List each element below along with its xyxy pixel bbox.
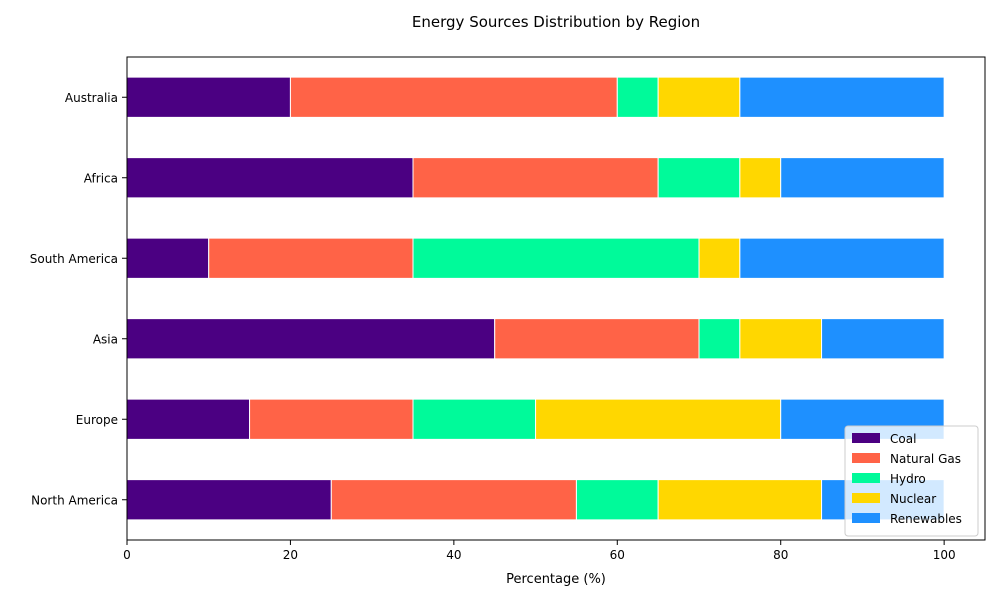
y-tick-label-north-america: North America xyxy=(31,493,118,507)
y-tick-label-europe: Europe xyxy=(76,413,118,427)
bar-australia-nuclear xyxy=(657,76,741,118)
legend: Coal Natural Gas Hydro Nuclear Renewables xyxy=(844,425,979,537)
bar-europe-coal xyxy=(126,398,251,440)
bar-africa-coal xyxy=(126,157,414,199)
y-axis: North America Europe Asia South America Afri… xyxy=(30,91,127,507)
bar-asia-coal xyxy=(126,318,496,360)
bar-south-america-coal xyxy=(126,237,210,279)
legend-swatch-hydro xyxy=(852,473,880,483)
bar-south-america-nuclear xyxy=(698,237,741,279)
bar-asia-hydro xyxy=(698,318,741,360)
bar-africa-natural-gas xyxy=(412,157,659,199)
bar-australia-coal xyxy=(126,76,291,118)
bars-layer xyxy=(126,76,945,521)
legend-label-renewables: Renewables xyxy=(890,512,962,526)
bar-asia-nuclear xyxy=(739,318,823,360)
bar-europe-nuclear xyxy=(535,398,782,440)
legend-label-natural-gas: Natural Gas xyxy=(890,452,961,466)
x-tick-label: 80 xyxy=(773,548,788,562)
legend-label-coal: Coal xyxy=(890,432,916,446)
plot-frame xyxy=(126,56,986,541)
legend-swatch-renewables xyxy=(852,513,880,523)
legend-swatch-coal xyxy=(852,433,880,443)
x-tick-label: 60 xyxy=(610,548,625,562)
bar-australia-hydro xyxy=(616,76,659,118)
bar-north-america-hydro xyxy=(575,479,659,521)
y-tick-label-africa: Africa xyxy=(84,171,118,185)
x-axis-label: Percentage (%) xyxy=(506,572,606,587)
x-axis: 0 20 40 60 80 100 xyxy=(123,540,956,562)
chart-title: Energy Sources Distribution by Region xyxy=(412,13,700,31)
bar-north-america-nuclear xyxy=(657,479,823,521)
bar-south-america-renewables xyxy=(739,237,945,279)
bar-south-america-hydro xyxy=(412,237,700,279)
legend-swatch-natural-gas xyxy=(852,453,880,463)
bar-africa-nuclear xyxy=(739,157,782,199)
bar-asia-natural-gas xyxy=(494,318,700,360)
bar-europe-natural-gas xyxy=(249,398,414,440)
bar-australia-renewables xyxy=(739,76,945,118)
legend-label-hydro: Hydro xyxy=(890,472,926,486)
y-tick-label-asia: Asia xyxy=(93,332,118,346)
bar-north-america-natural-gas xyxy=(330,479,577,521)
x-tick-label: 0 xyxy=(123,548,131,562)
bar-europe-hydro xyxy=(412,398,537,440)
bar-africa-hydro xyxy=(657,157,741,199)
y-tick-label-south-america: South America xyxy=(30,252,118,266)
legend-swatch-nuclear xyxy=(852,493,880,503)
bar-north-america-coal xyxy=(126,479,332,521)
bar-south-america-natural-gas xyxy=(208,237,414,279)
legend-label-nuclear: Nuclear xyxy=(890,492,936,506)
bar-africa-renewables xyxy=(780,157,945,199)
bar-australia-natural-gas xyxy=(289,76,618,118)
x-tick-label: 100 xyxy=(933,548,956,562)
x-tick-label: 40 xyxy=(446,548,461,562)
bar-asia-renewables xyxy=(821,318,945,360)
y-tick-label-australia: Australia xyxy=(65,91,118,105)
x-tick-label: 20 xyxy=(283,548,298,562)
